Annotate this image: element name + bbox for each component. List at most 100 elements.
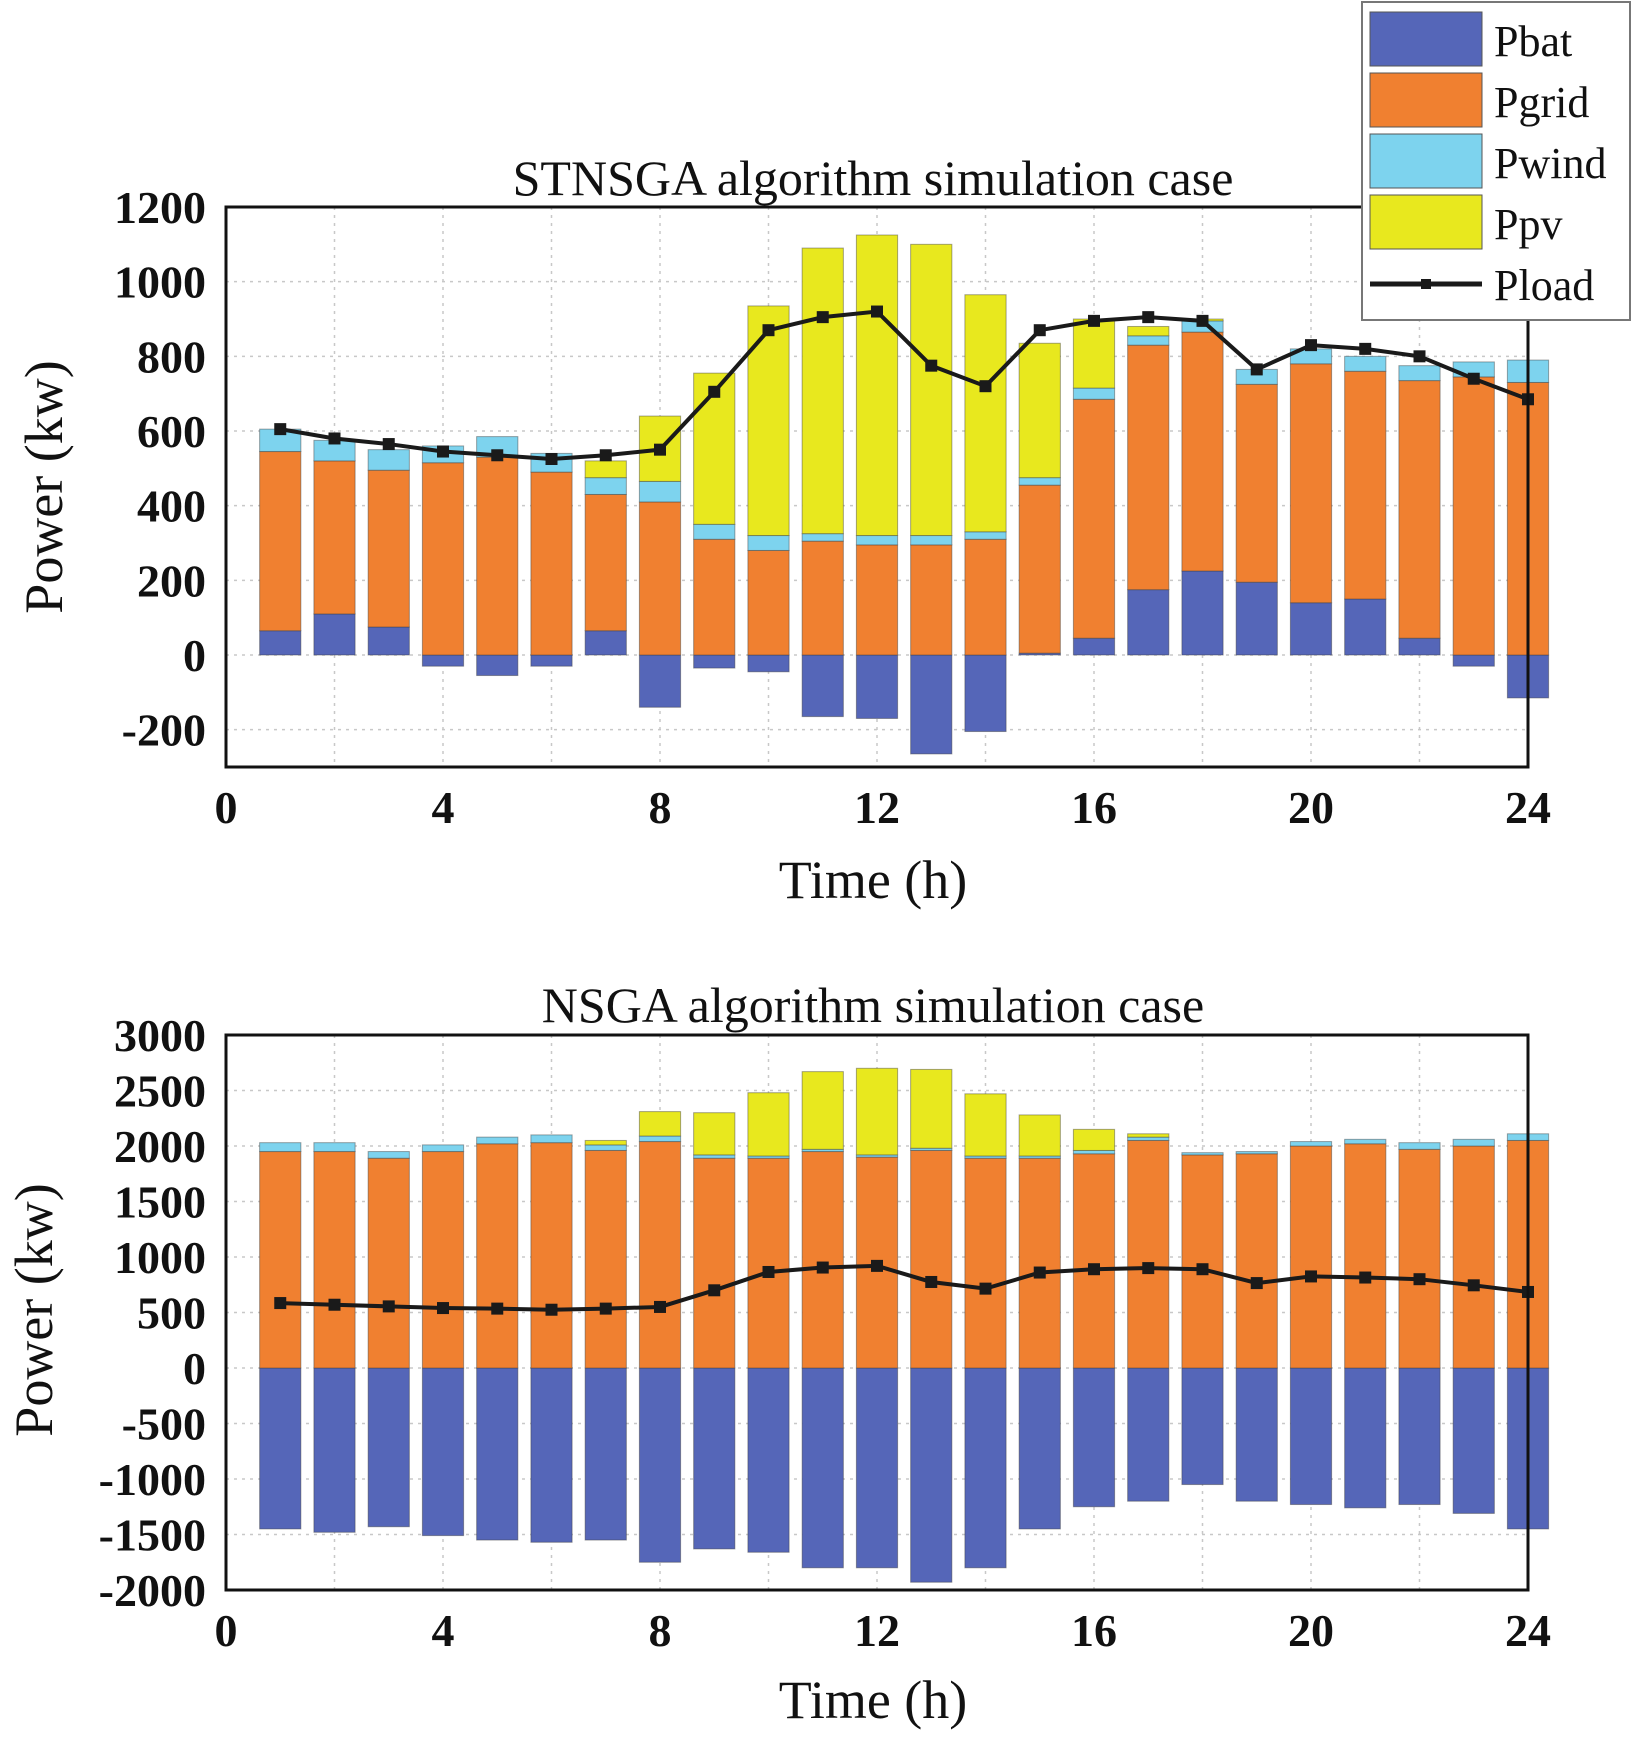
legend-label-ppv: Ppv bbox=[1494, 200, 1562, 249]
bar-pbat bbox=[1344, 1367, 1387, 1509]
bar-pwind bbox=[1289, 1141, 1333, 1147]
bar-pwind bbox=[1181, 1152, 1224, 1156]
x-tick-label: 20 bbox=[1288, 1605, 1334, 1656]
bar-pbat bbox=[530, 654, 573, 667]
bar-pwind bbox=[964, 531, 1007, 540]
bar-ppv bbox=[584, 460, 627, 479]
bar-pbat bbox=[910, 1367, 953, 1583]
y-tick-labels: -200 0 200 400 600 800 1000 1200 bbox=[114, 182, 206, 756]
pload-marker bbox=[1359, 1271, 1372, 1284]
bar-pgrid bbox=[1398, 380, 1441, 639]
bar-pgrid bbox=[1289, 1145, 1333, 1369]
x-tick-label: 4 bbox=[432, 782, 455, 833]
bar-pwind bbox=[367, 449, 410, 471]
bar-pwind bbox=[638, 1135, 682, 1143]
pload-marker bbox=[979, 380, 992, 393]
pload-marker bbox=[1196, 314, 1209, 327]
bar-pgrid bbox=[313, 460, 356, 615]
bar-pbat bbox=[421, 1367, 465, 1537]
bar-pgrid bbox=[1452, 1145, 1495, 1369]
bar-pgrid bbox=[421, 1151, 465, 1369]
pload-marker bbox=[816, 1261, 829, 1274]
bar-pbat bbox=[1452, 654, 1495, 667]
bar-ppv bbox=[693, 372, 736, 525]
pload-marker bbox=[1088, 1263, 1100, 1276]
bar-pgrid bbox=[584, 493, 627, 632]
bar-pbat bbox=[1398, 637, 1441, 656]
bar-ppv bbox=[801, 247, 844, 535]
bar-pwind bbox=[1452, 1138, 1495, 1147]
bar-pwind bbox=[855, 535, 899, 546]
bar-pgrid bbox=[530, 471, 573, 656]
bar-pgrid bbox=[476, 456, 519, 656]
pload-marker bbox=[1305, 1270, 1317, 1283]
bar-pwind bbox=[313, 1142, 356, 1153]
bar-pgrid bbox=[1344, 370, 1387, 600]
pload-marker bbox=[1467, 372, 1480, 385]
bar-pbat bbox=[693, 1367, 736, 1550]
pload-marker bbox=[491, 449, 504, 462]
pload-marker bbox=[274, 1297, 287, 1310]
bar-ppv bbox=[1018, 1114, 1061, 1157]
bar-pbat bbox=[910, 654, 953, 755]
bar-pwind bbox=[259, 1142, 302, 1153]
legend-label-pwind: Pwind bbox=[1494, 139, 1606, 188]
legend-label-pload: Pload bbox=[1494, 261, 1594, 310]
bar-pbat bbox=[1344, 598, 1387, 656]
x-tick-label: 0 bbox=[215, 1605, 238, 1656]
bar-pgrid bbox=[530, 1142, 573, 1369]
bar-pgrid bbox=[421, 462, 465, 656]
pload-polyline bbox=[279, 309, 1529, 462]
pload-marker bbox=[979, 1282, 992, 1295]
bar-pbat bbox=[1289, 602, 1333, 656]
bar-pwind bbox=[1072, 387, 1116, 400]
bar-pwind bbox=[693, 523, 736, 540]
bar-ppv bbox=[855, 234, 899, 537]
bar-pbat bbox=[801, 654, 844, 718]
pload-marker bbox=[762, 324, 775, 337]
bar-pbat bbox=[476, 654, 519, 677]
bar-pbat bbox=[367, 1367, 410, 1528]
legend-swatch-ppv bbox=[1369, 194, 1483, 250]
pload-marker bbox=[1033, 324, 1046, 337]
bar-pbat bbox=[964, 1367, 1007, 1569]
y-tick-label: 0 bbox=[183, 1343, 206, 1394]
bar-pbat bbox=[1072, 637, 1116, 656]
pload-marker bbox=[1359, 342, 1372, 355]
bar-ppv bbox=[1018, 342, 1061, 479]
bar-ppv bbox=[747, 305, 790, 537]
y-tick-labels: -2000-1500-1000-500050010001500200025003… bbox=[99, 1010, 206, 1616]
plot-frame bbox=[224, 1033, 1530, 1592]
bar-pwind bbox=[1127, 335, 1170, 346]
bar-pgrid bbox=[638, 501, 682, 656]
bar-pgrid bbox=[584, 1149, 627, 1369]
legend: Pbat Pgrid Pwind Ppv Pload bbox=[1361, 1, 1631, 321]
bar-ppv bbox=[584, 1139, 627, 1146]
bar-pgrid bbox=[801, 540, 844, 656]
y-tick-label: 500 bbox=[137, 1288, 206, 1339]
bar-pbat bbox=[747, 1367, 790, 1553]
bar-pwind bbox=[367, 1151, 410, 1159]
x-tick-label: 8 bbox=[649, 1605, 672, 1656]
pload-line bbox=[274, 305, 1534, 465]
bar-pwind bbox=[1235, 1151, 1278, 1155]
bar-pbat bbox=[259, 630, 302, 656]
bar-ppv bbox=[1072, 1128, 1116, 1151]
x-tick-label: 12 bbox=[854, 1605, 900, 1656]
bar-pgrid bbox=[1018, 484, 1061, 654]
x-tick-label: 16 bbox=[1071, 1605, 1117, 1656]
chart-stnsga: STNSGA algorithm simulation case -200020… bbox=[14, 150, 1551, 910]
bar-pwind bbox=[584, 477, 627, 495]
bar-pbat bbox=[1018, 1367, 1061, 1530]
pload-line bbox=[274, 1259, 1534, 1316]
pload-marker bbox=[1250, 363, 1263, 376]
bar-pgrid bbox=[1072, 398, 1116, 639]
bar-pbat bbox=[855, 654, 899, 719]
bar-ppv bbox=[638, 1111, 682, 1137]
bar-pwind bbox=[1398, 365, 1441, 382]
bar-pbat bbox=[313, 613, 356, 656]
bar-pbat bbox=[1181, 1367, 1224, 1486]
bar-pbat bbox=[367, 626, 410, 656]
bar-pbat bbox=[584, 630, 627, 656]
pload-marker bbox=[816, 311, 829, 324]
